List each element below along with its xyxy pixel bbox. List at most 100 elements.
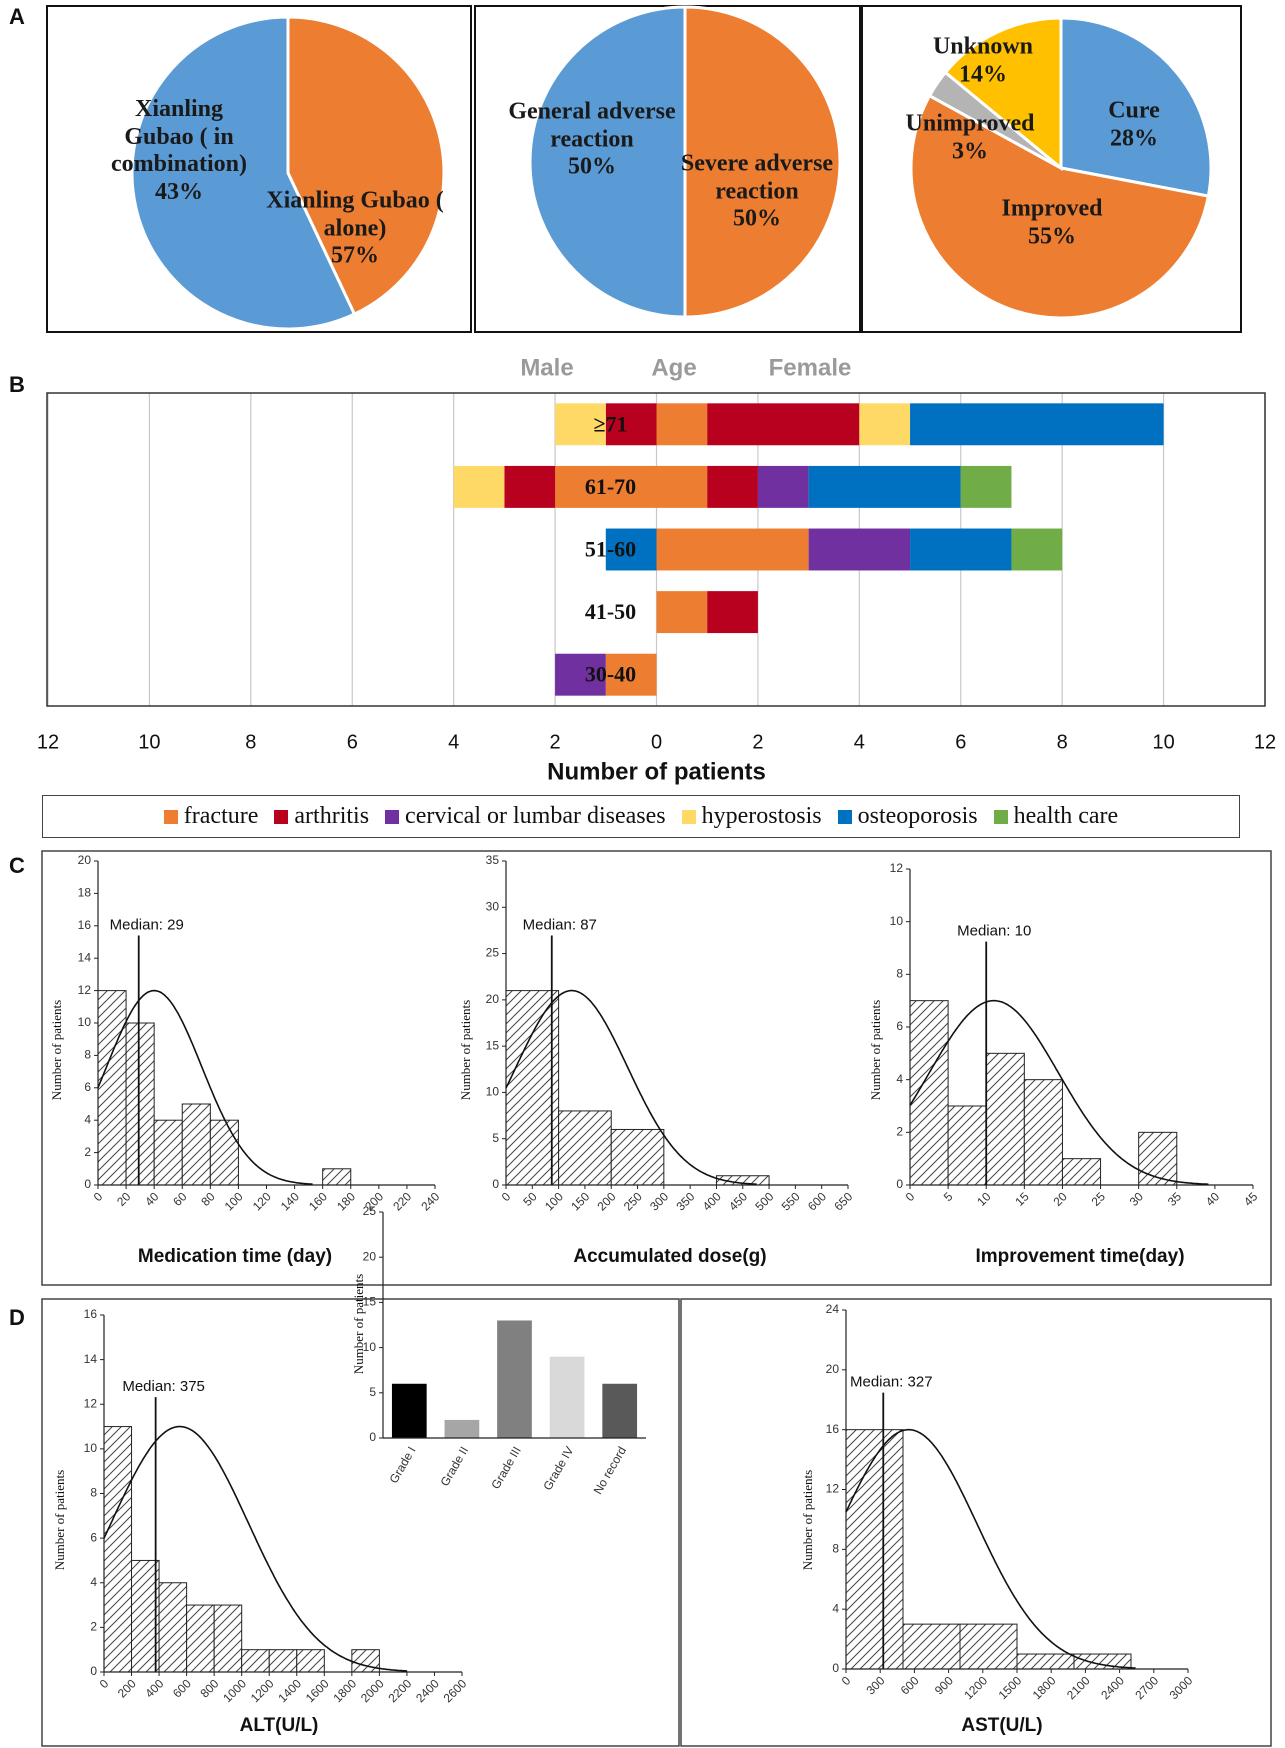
bar-segment (859, 403, 911, 446)
y-tick-label: 15 (486, 1038, 500, 1052)
x-tick-label: 160 (306, 1189, 330, 1213)
y-tick-label: 10 (890, 914, 904, 928)
histogram-bar (947, 1105, 987, 1186)
slice-label: Xianling Gubao ( alone) 57% (255, 188, 455, 271)
histogram-bar (1138, 1131, 1178, 1186)
x-tick-label: 10 (1152, 731, 1174, 753)
y-tick-label: 0 (896, 1177, 903, 1191)
y-tick-label: 25 (363, 1204, 377, 1218)
x-tick-label: 0 (97, 1676, 112, 1691)
x-tick-label: 2200 (386, 1676, 415, 1705)
bar-segment (707, 465, 758, 508)
panel-frame (861, 5, 1242, 333)
histogram-bar (909, 1000, 949, 1186)
x-tick-label: 150 (568, 1189, 592, 1213)
x-tick-label: 8 (245, 731, 256, 753)
x-tick-label: 1400 (275, 1676, 304, 1705)
bar-segment (555, 653, 606, 696)
x-tick-label: 10 (138, 731, 160, 753)
y-tick-label: 35 (486, 853, 500, 867)
x-axis-label: Improvement time(day) (975, 1246, 1184, 1267)
y-tick-label: 30 (486, 899, 500, 913)
x-tick-label: 6 (955, 731, 966, 753)
bar-segment (910, 528, 1012, 571)
legend-label: fracture (183, 803, 259, 829)
x-tick-label: 220 (390, 1189, 414, 1213)
x-tick-label: 350 (673, 1189, 697, 1213)
y-tick-label: 8 (896, 967, 903, 981)
pie-slice (1059, 16, 1213, 198)
histogram-bar (322, 1168, 352, 1186)
x-tick-label: 2 (550, 731, 561, 753)
bar-segment (453, 465, 505, 508)
histogram-bar (558, 1110, 612, 1186)
y-tick-label: 2 (90, 1620, 97, 1634)
bar-segment (960, 465, 1012, 508)
x-tick-label: 1200 (961, 1673, 990, 1702)
legend-label: arthritis (294, 803, 370, 829)
y-tick-label: 2 (84, 1145, 91, 1159)
x-axis-label: ALT(U/L) (240, 1715, 319, 1736)
axis-title: Age (651, 354, 696, 381)
histogram-bar (181, 1103, 211, 1186)
slice-label: Unimproved 3% (890, 110, 1050, 165)
x-tick-label: Grade IV (540, 1444, 576, 1493)
y-axis-label: Number of patients (458, 1000, 473, 1100)
y-tick-label: 4 (896, 1072, 903, 1086)
bar-segment (757, 465, 809, 508)
x-tick-label: 250 (621, 1189, 645, 1213)
x-tick-label: 6 (347, 731, 358, 753)
histogram-bar (959, 1623, 1018, 1670)
y-tick-label: 4 (832, 1601, 839, 1615)
x-tick-label: 8 (1057, 731, 1068, 753)
bar-segment (910, 403, 1164, 446)
y-tick-label: 0 (90, 1664, 97, 1678)
slice-label: General adverse reaction 50% (492, 99, 692, 182)
slice-value: 57% (331, 242, 379, 269)
y-tick-label: 5 (369, 1385, 376, 1399)
panel-frame (680, 1298, 1272, 1747)
slice-value: 14% (959, 61, 1007, 87)
side-title: Male (520, 354, 573, 381)
median-label: Median: 375 (122, 1378, 205, 1395)
histogram-bar (153, 1119, 183, 1186)
pie-slice (943, 16, 1063, 172)
slice-name: Severe adverse reaction (680, 150, 834, 205)
x-tick-label: 600 (170, 1676, 194, 1700)
x-tick-label: 0 (903, 1189, 918, 1204)
x-tick-label: 30 (1127, 1189, 1147, 1209)
x-tick-label: 600 (898, 1673, 922, 1697)
bar-segment (707, 403, 860, 446)
y-tick-label: 4 (90, 1575, 97, 1589)
x-tick-label: 600 (805, 1189, 829, 1213)
x-tick-label: 2400 (1098, 1673, 1127, 1702)
legend-swatch (385, 809, 400, 824)
age-label: 51-60 (585, 537, 636, 562)
x-tick-label: 2100 (1064, 1673, 1093, 1702)
y-tick-label: 15 (363, 1295, 377, 1309)
y-tick-label: 6 (84, 1080, 91, 1094)
x-tick-label: 45 (1241, 1189, 1261, 1209)
x-tick-label: 0 (91, 1189, 106, 1204)
y-tick-label: 0 (369, 1430, 376, 1444)
y-axis-label: Number of patients (52, 1470, 67, 1570)
x-tick-label: 900 (932, 1673, 956, 1697)
y-axis-label: Number of patients (868, 1000, 883, 1100)
x-tick-label: 1600 (303, 1676, 332, 1705)
x-axis-label: AST(U/L) (961, 1715, 1042, 1736)
x-tick-label: 4 (854, 731, 865, 753)
y-tick-label: 10 (363, 1340, 377, 1354)
y-tick-label: 14 (78, 950, 92, 964)
bar (602, 1383, 638, 1438)
y-tick-label: 0 (84, 1177, 91, 1191)
x-tick-label: 200 (595, 1189, 619, 1213)
y-tick-label: 12 (826, 1482, 840, 1496)
histogram-bar (985, 1052, 1025, 1186)
slice-name: Xianling Gubao ( alone) (266, 187, 444, 242)
histogram-bar (1061, 1158, 1102, 1186)
slice-label: Improved 55% (977, 195, 1127, 250)
y-tick-label: 5 (492, 1131, 499, 1145)
y-tick-label: 16 (84, 1307, 98, 1321)
y-tick-label: 20 (826, 1362, 840, 1376)
